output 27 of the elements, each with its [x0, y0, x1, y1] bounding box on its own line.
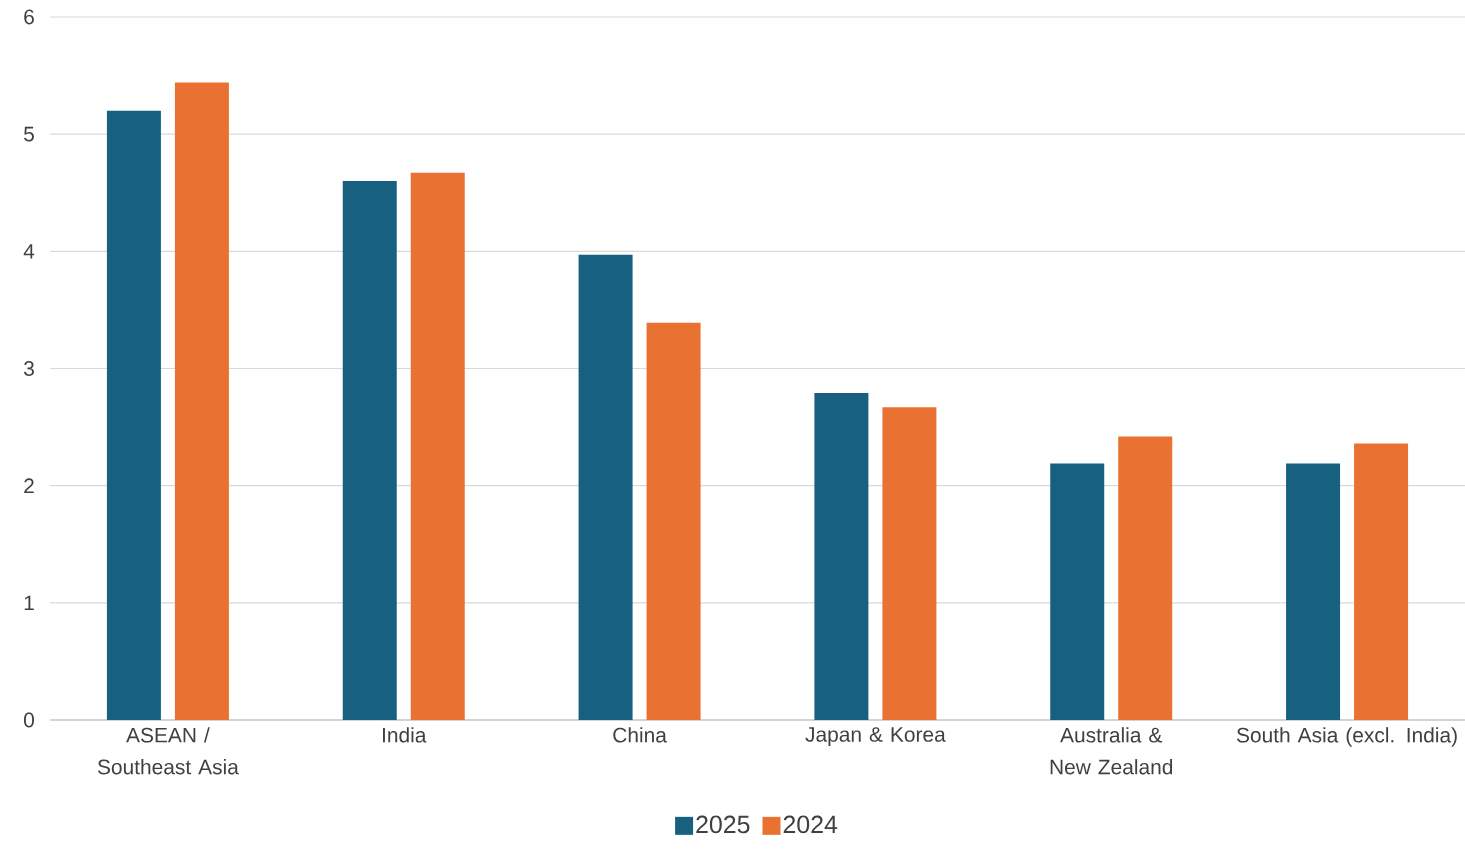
- bar: [342, 181, 397, 720]
- bar: [882, 407, 937, 720]
- x-tick-label: China: [613, 727, 667, 743]
- y-tick-label: 0: [24, 712, 34, 728]
- x-tick-label: ASEAN / Southeast Asia: [97, 727, 239, 775]
- y-tick-label: 4: [23, 244, 35, 259]
- legend-label: 2025: [696, 815, 750, 834]
- x-tick-label: South Asia (excl. India): [1236, 727, 1457, 747]
- y-tick-label: 3: [23, 361, 34, 376]
- bar: [106, 110, 161, 720]
- x-tick-label: Australia & New Zealand: [1050, 727, 1173, 775]
- bar: [814, 393, 869, 720]
- bar: [1286, 463, 1341, 720]
- legend-label: 2024: [783, 815, 838, 834]
- bar: [174, 82, 229, 720]
- x-tick-label: Japan & Korea: [805, 727, 946, 746]
- y-tick-label: 5: [24, 126, 34, 142]
- y-tick-label: 1: [24, 595, 34, 611]
- bar: [1118, 436, 1173, 720]
- bar: [646, 322, 701, 720]
- x-tick-label: India: [382, 727, 427, 743]
- y-tick-label: 6: [24, 9, 34, 25]
- bar: [578, 254, 633, 720]
- y-tick-label: 2: [24, 478, 34, 493]
- bar: [1354, 443, 1409, 720]
- bar: [410, 172, 465, 720]
- bar: [1050, 463, 1105, 720]
